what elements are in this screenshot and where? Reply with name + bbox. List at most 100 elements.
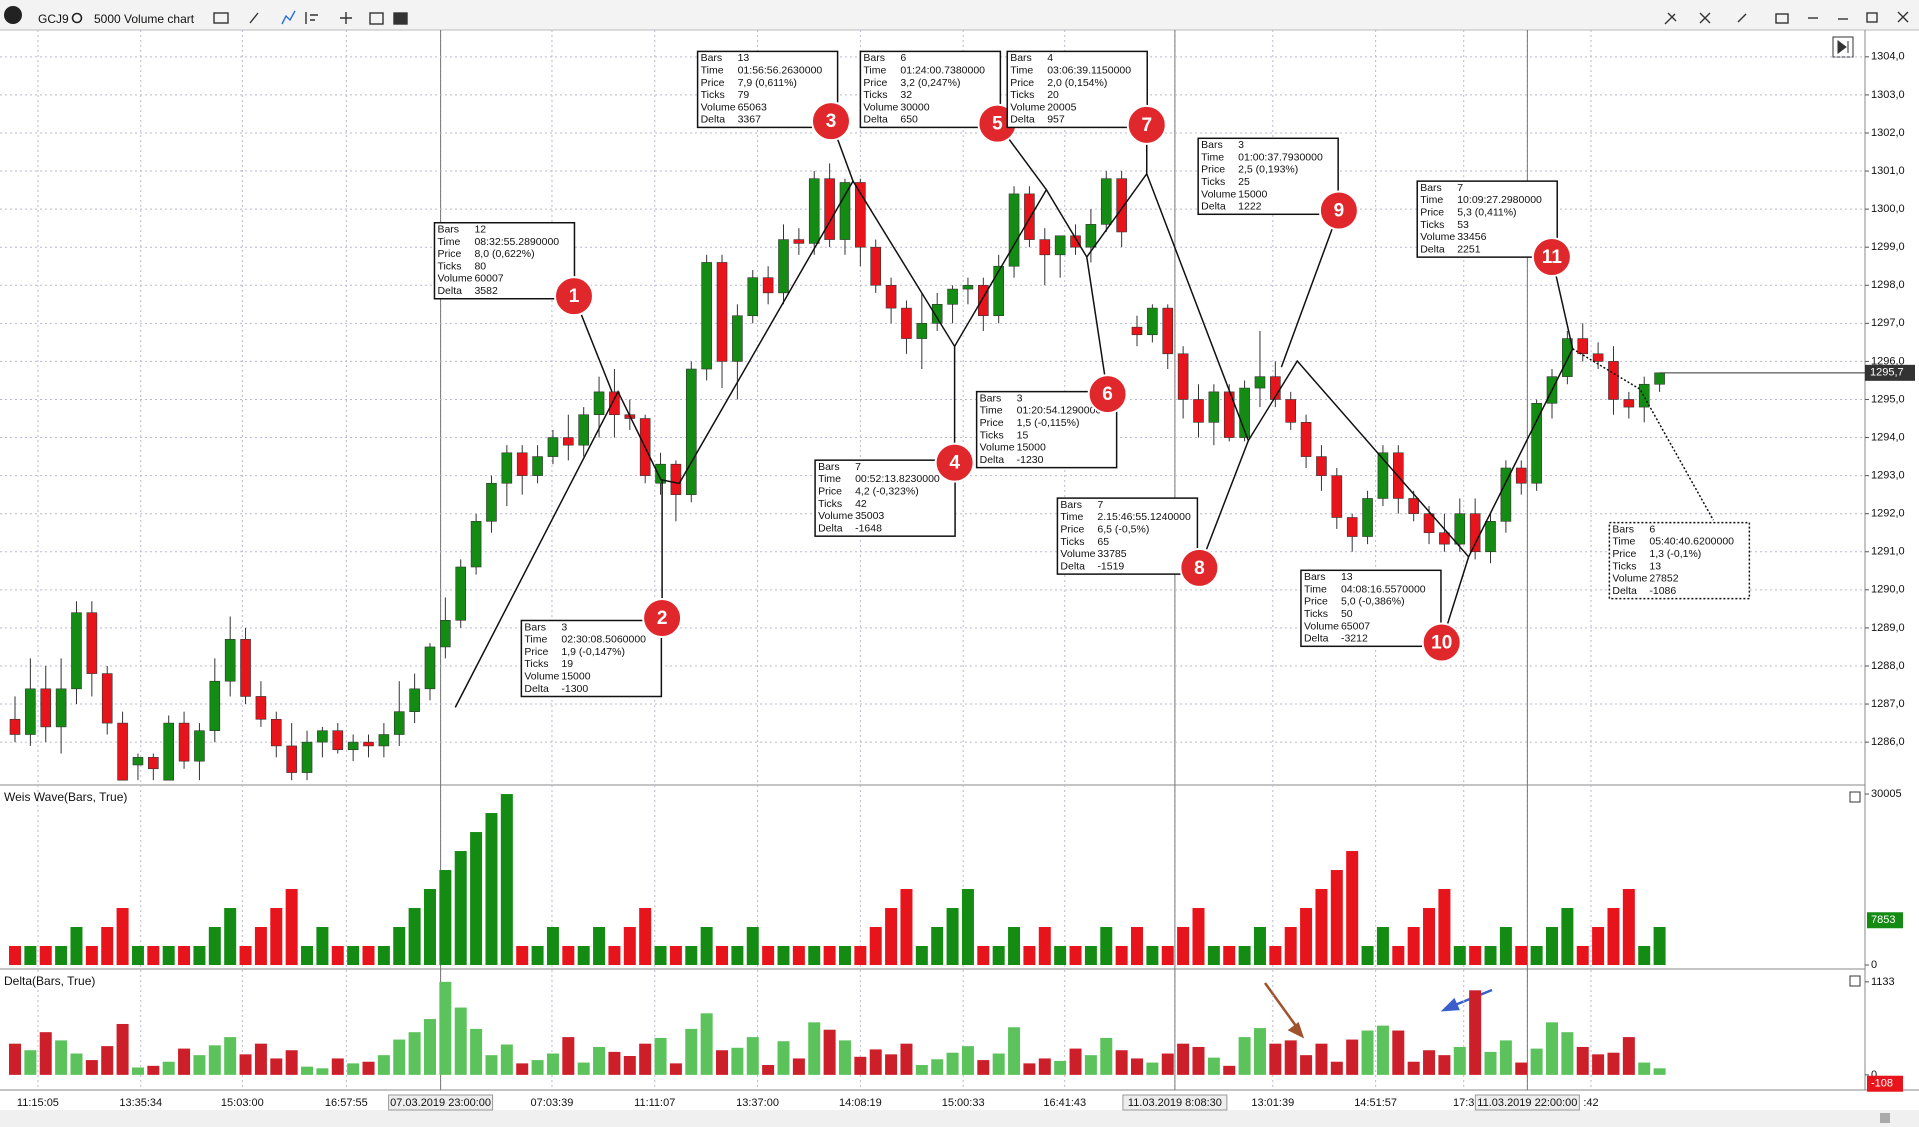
indicator-bar: [1269, 1043, 1282, 1075]
candle-body: [716, 262, 728, 362]
annotation-value: 4: [1047, 52, 1053, 64]
indicator-bar: [1223, 946, 1236, 965]
annotation-value: 2251: [1457, 243, 1481, 255]
indicator-bar: [1392, 946, 1405, 965]
candle-body: [86, 612, 98, 674]
toolbar-icons[interactable]: [213, 10, 1909, 25]
y-tick-label: 1291,0: [1871, 546, 1905, 558]
annotation-field: Ticks: [701, 89, 725, 101]
current-value-box: [1867, 912, 1903, 929]
indicator-bar: [623, 1055, 636, 1075]
indicator-bar: [1131, 1058, 1144, 1075]
indicator-bar: [101, 927, 114, 965]
indicator-close: [1849, 975, 1861, 987]
candle-body: [670, 463, 682, 495]
annotation-field: Price: [437, 248, 461, 260]
indicator-bar: [762, 946, 775, 965]
annotation-field: Ticks: [1060, 536, 1084, 548]
indicator-bar: [1484, 946, 1497, 965]
annotation-connector: [1086, 256, 1109, 395]
wave-marker: [1179, 547, 1220, 588]
x-tick-label: 15:00:33: [942, 1097, 985, 1109]
candle-body: [1254, 376, 1266, 389]
indicator-bar: [869, 927, 882, 965]
annotation-field: Time: [1060, 511, 1083, 523]
indicator-bar: [1376, 1025, 1389, 1075]
indicator-bar: [454, 851, 467, 965]
annotation-connector: [1198, 440, 1250, 569]
x-tick-label: 13:35:34: [119, 1097, 162, 1109]
annotation-field: Volume: [863, 101, 898, 113]
annotation-field: Price: [818, 486, 842, 498]
indicator-bar: [992, 1053, 1005, 1075]
indicator-bar: [1330, 1061, 1343, 1075]
indicator-bar: [1392, 1030, 1405, 1075]
indicator-bar: [470, 832, 483, 965]
annotation-value: 12: [474, 224, 486, 236]
annotation-field: Bars: [524, 621, 546, 633]
indicator-bar: [669, 1063, 682, 1075]
indicator-bar: [685, 1028, 698, 1075]
annotation-field: Ticks: [863, 89, 887, 101]
candle-body: [685, 368, 697, 495]
indicator-bar: [316, 927, 329, 965]
indicator-bar: [746, 927, 759, 965]
indicator-bar: [593, 927, 606, 965]
annotation-value: 2,5 (0,193%): [1238, 164, 1298, 176]
indicator-bar: [1008, 1027, 1021, 1075]
candle-body: [163, 722, 174, 781]
indicator-bar: [70, 1053, 83, 1075]
indicator-bar: [531, 946, 544, 965]
indicator-bar: [1638, 1062, 1651, 1075]
symbol[interactable]: GCJ9: [38, 12, 69, 26]
zigzag-line-pending: [1572, 348, 1715, 521]
x-label-box: [1474, 1094, 1580, 1111]
annotation-value: 20005: [1047, 101, 1076, 113]
indicator-bar: [301, 1066, 314, 1075]
annotation-field: Delta: [1010, 114, 1035, 126]
scrollbar-thumb[interactable]: [1880, 1113, 1890, 1123]
wave-marker-label: 11: [1542, 247, 1563, 268]
candle-body: [839, 182, 851, 240]
indicator-bar: [577, 946, 590, 965]
annotation-value: 3: [1238, 139, 1244, 151]
candle-body: [1608, 361, 1619, 400]
indicator-bar: [1300, 908, 1313, 965]
scrollbar[interactable]: [0, 1110, 1919, 1127]
annotation-box: [1608, 521, 1751, 600]
annotation-value: -1519: [1097, 560, 1124, 572]
wave-marker-label: 7: [1141, 115, 1152, 136]
indicator-bar: [270, 908, 283, 965]
annotation-value: 8,0 (0,622%): [474, 248, 534, 260]
search-icon[interactable]: [71, 12, 83, 24]
indicator-bar: [1284, 927, 1297, 965]
indicator-bar: [777, 946, 790, 965]
indicator-bar: [915, 946, 928, 965]
indicator-bar: [823, 946, 836, 965]
x-tick-label: 16:57:55: [325, 1097, 368, 1109]
annotation-field: Price: [701, 77, 725, 89]
chart-type[interactable]: 5000 Volume chart: [94, 12, 195, 26]
candle-body: [1377, 452, 1389, 499]
annotation-field: Ticks: [1420, 219, 1444, 231]
annotation-value: 15000: [561, 670, 590, 682]
candle-body: [901, 307, 912, 339]
annotation-field: Ticks: [818, 498, 842, 510]
wave-marker: [1421, 622, 1462, 663]
indicator-bar: [1161, 1053, 1174, 1075]
indicator-bar: [377, 946, 390, 965]
indicator-bar: [362, 946, 375, 965]
annotation-value: 01:56:56.2630000: [738, 64, 823, 76]
indicator-bar: [1607, 908, 1620, 965]
indicator-bar: [116, 908, 129, 965]
indicator-bar: [1269, 946, 1282, 965]
y-tick-label: 1300,0: [1871, 203, 1905, 215]
candle-body: [916, 323, 928, 339]
annotation-value: 7,9 (0,611%): [738, 77, 797, 89]
indicator-bar: [577, 1062, 590, 1075]
annotation-box: [859, 50, 1002, 129]
annotation-field: Price: [524, 646, 548, 658]
annotation-field: Price: [1612, 548, 1636, 560]
annotation-value: 10:09:27.2980000: [1457, 194, 1542, 206]
app-logo[interactable]: [4, 6, 22, 24]
